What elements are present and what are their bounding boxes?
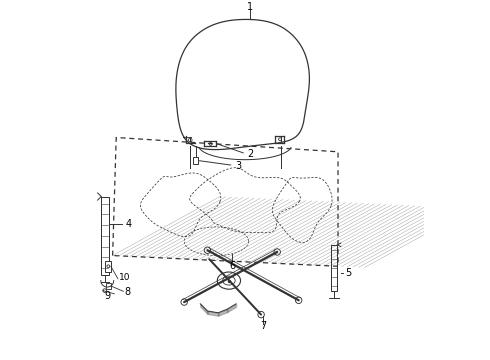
Text: 4: 4 xyxy=(125,219,131,229)
Text: 3: 3 xyxy=(235,161,241,171)
Bar xyxy=(331,245,337,291)
Text: 2: 2 xyxy=(247,149,253,159)
Circle shape xyxy=(279,138,281,141)
Polygon shape xyxy=(105,261,111,272)
Circle shape xyxy=(103,289,106,292)
Ellipse shape xyxy=(217,272,241,289)
Circle shape xyxy=(107,265,110,268)
Circle shape xyxy=(189,138,192,142)
Text: 8: 8 xyxy=(125,287,131,297)
Text: 10: 10 xyxy=(119,273,130,282)
Circle shape xyxy=(295,297,302,303)
Text: 9: 9 xyxy=(105,291,111,301)
Circle shape xyxy=(204,247,211,253)
Circle shape xyxy=(274,249,280,255)
Bar xyxy=(101,197,109,275)
Circle shape xyxy=(258,311,264,318)
Text: 6: 6 xyxy=(229,261,236,271)
Bar xyxy=(106,283,111,289)
Circle shape xyxy=(209,143,212,145)
Circle shape xyxy=(181,299,187,305)
Text: 5: 5 xyxy=(345,269,351,278)
Bar xyxy=(194,157,198,163)
Text: 7: 7 xyxy=(260,321,266,332)
Text: 1: 1 xyxy=(247,2,253,12)
